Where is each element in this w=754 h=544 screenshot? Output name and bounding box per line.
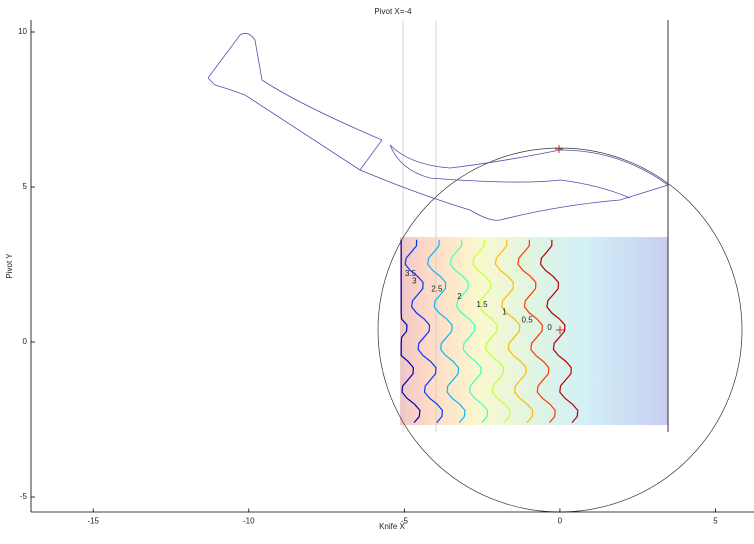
x-tick-label: 0 xyxy=(558,517,563,526)
y-tick-label: 0 xyxy=(23,337,28,346)
x-axis-label: Knife X xyxy=(379,522,405,531)
chart-title: Pivot X=-4 xyxy=(374,7,412,16)
contour-line xyxy=(517,239,556,423)
y-tick-label: -5 xyxy=(20,492,28,501)
knife-outline xyxy=(207,32,669,221)
contour-line xyxy=(404,239,444,423)
contour-line xyxy=(427,239,466,423)
contour-fill xyxy=(400,237,668,425)
x-tick-label: -5 xyxy=(401,517,409,526)
x-tick-label: -10 xyxy=(243,517,255,526)
contour-label: 2 xyxy=(457,292,462,301)
contour-label: 2.5 xyxy=(431,284,443,293)
contour-line xyxy=(449,239,489,423)
contour-line xyxy=(494,239,534,423)
x-tick-label: 5 xyxy=(713,517,718,526)
contour-label: 1.5 xyxy=(476,300,488,309)
x-tick-label: -15 xyxy=(87,517,99,526)
y-tick-label: 10 xyxy=(18,27,27,36)
contour-label: 0.5 xyxy=(522,315,534,324)
contour-line xyxy=(400,239,421,423)
plot-area xyxy=(207,20,743,513)
contour-label: 3.5 xyxy=(405,269,417,278)
contour-label: 3 xyxy=(412,277,417,286)
contour-line xyxy=(539,239,579,423)
pivot-marker xyxy=(555,145,564,334)
y-tick-label: 5 xyxy=(23,182,28,191)
y-axis-label: Pivot Y xyxy=(5,253,14,279)
contour-label: 1 xyxy=(502,308,507,317)
contour-label: 0 xyxy=(547,323,552,332)
contour-line xyxy=(472,239,511,423)
